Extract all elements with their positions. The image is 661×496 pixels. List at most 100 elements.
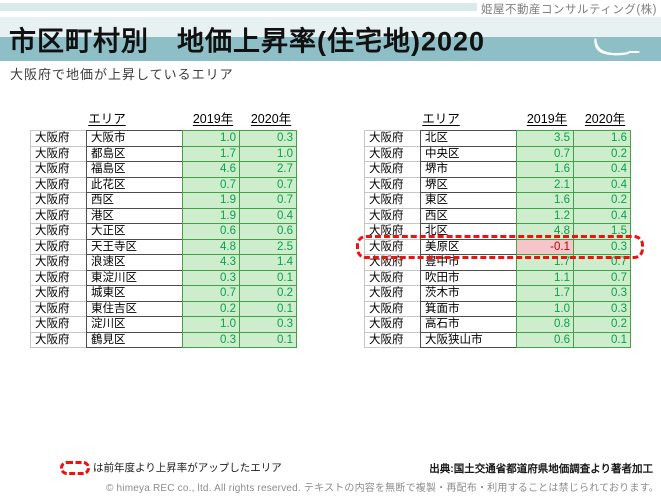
prefecture-cell: 大阪府 (30, 316, 87, 333)
table-row: 大阪府 淀川区 1.0 0.3 (30, 316, 300, 333)
value-2020-cell: 0.2 (239, 285, 297, 302)
prefecture-cell: 大阪府 (364, 161, 421, 178)
prefecture-cell: 大阪府 (364, 145, 421, 162)
source-note: 出典:国土交通省都道府県地価調査より著者加工 (429, 463, 653, 475)
value-2019-cell: 1.9 (182, 207, 240, 224)
table-row: 大阪府 高石市 0.8 0.2 (364, 316, 634, 333)
municipality-cell: 大阪市 (86, 130, 183, 147)
municipality-cell: 天王寺区 (86, 238, 183, 255)
value-2020-cell: 1.5 (573, 223, 631, 240)
value-2020-cell: 0.3 (573, 285, 631, 302)
table-right: エリア 2019年 2020年 大阪府 北区 3.5 1.6 大阪府 中央区 0.7 0.2 大… (356, 108, 644, 348)
prefecture-cell: 大阪府 (364, 254, 421, 271)
table-row: 大阪府 吹田市 1.1 0.7 (364, 269, 634, 286)
prefecture-cell: 大阪府 (30, 285, 87, 302)
table-row: 大阪府 西区 1.2 0.4 (364, 207, 634, 224)
prefecture-cell: 大阪府 (364, 238, 421, 255)
title-banner: 市区町村別 地価上昇率(住宅地)2020 (0, 17, 661, 61)
prefecture-cell: 大阪府 (30, 161, 87, 178)
value-2020-cell: 0.3 (239, 316, 297, 333)
municipality-cell: 大正区 (86, 223, 183, 240)
table-row: 大阪府 豊中市 1.7 0.7 (364, 254, 634, 271)
table-left-body: 大阪府 大阪市 1.0 0.3 大阪府 都島区 1.7 1.0 大阪府 福島区 4.6 2.7 大阪府此… (30, 130, 300, 348)
value-2019-cell: 0.7 (182, 176, 240, 193)
value-2019-cell: 0.7 (516, 145, 574, 162)
value-2019-cell: 4.8 (182, 238, 240, 255)
value-2019-cell: 1.0 (516, 300, 574, 317)
prefecture-cell: 大阪府 (364, 176, 421, 193)
municipality-cell: 淀川区 (86, 316, 183, 333)
value-2020-cell: 0.4 (239, 207, 297, 224)
prefecture-cell: 大阪府 (364, 223, 421, 240)
value-2019-cell: 1.0 (182, 130, 240, 147)
municipality-cell: 北区 (420, 130, 517, 147)
municipality-cell: 都島区 (86, 145, 183, 162)
header-2019: 2019年 (192, 112, 234, 126)
company-name: 姫屋不動産コンサルティング(株) (481, 4, 657, 16)
municipality-cell: 大阪狭山市 (420, 331, 517, 348)
value-2019-cell: 0.6 (182, 223, 240, 240)
prefecture-cell: 大阪府 (30, 300, 87, 317)
value-2019-cell: 1.6 (516, 192, 574, 209)
prefecture-cell: 大阪府 (30, 223, 87, 240)
header-2020: 2020年 (250, 112, 292, 126)
value-2020-cell: 0.1 (239, 269, 297, 286)
prefecture-cell: 大阪府 (30, 254, 87, 271)
value-2019-cell: 1.2 (516, 207, 574, 224)
table-row: 大阪府 北区 4.8 1.5 (364, 223, 634, 240)
table-left-header: エリア 2019年 2020年 (30, 108, 300, 130)
value-2020-cell: 0.7 (239, 176, 297, 193)
value-2020-cell: 2.5 (239, 238, 297, 255)
table-row: 大阪府 中央区 0.7 0.2 (364, 145, 634, 162)
value-2020-cell: 0.6 (239, 223, 297, 240)
value-2019-cell: 3.5 (516, 130, 574, 147)
value-2019-cell: 4.8 (516, 223, 574, 240)
municipality-cell: 茨木市 (420, 285, 517, 302)
value-2020-cell: 0.4 (573, 207, 631, 224)
table-row: 大阪府 天王寺区 4.8 2.5 (30, 238, 300, 255)
municipality-cell: 堺市 (420, 161, 517, 178)
banner-light-band (0, 17, 661, 37)
table-row: 大阪府 東住吉区 0.2 0.1 (30, 300, 300, 317)
table-row: 大阪府 堺市 1.6 0.4 (364, 161, 634, 178)
municipality-cell: 福島区 (86, 161, 183, 178)
table-right-header: エリア 2019年 2020年 (364, 108, 634, 130)
table-row: 大阪府 堺区 2.1 0.4 (364, 176, 634, 193)
value-2020-cell: 0.2 (573, 316, 631, 333)
prefecture-cell: 大阪府 (30, 192, 87, 209)
table-row: 大阪府 此花区 0.7 0.7 (30, 176, 300, 193)
decorative-top-strip (0, 3, 477, 11)
value-2020-cell: 1.4 (239, 254, 297, 271)
value-2020-cell: 0.3 (573, 238, 631, 255)
prefecture-cell: 大阪府 (364, 285, 421, 302)
value-2020-cell: 1.0 (239, 145, 297, 162)
red-dashed-highlight-icon (60, 460, 90, 475)
page-subtitle: 大阪府で地価が上昇しているエリア (10, 67, 234, 82)
boat-icon (594, 38, 640, 56)
table-row: 大阪府 港区 1.9 0.4 (30, 207, 300, 224)
value-2019-cell: 0.6 (516, 331, 574, 348)
prefecture-cell: 大阪府 (364, 331, 421, 348)
value-2019-cell: 4.3 (182, 254, 240, 271)
prefecture-cell: 大阪府 (364, 300, 421, 317)
table-row: 大阪府 西区 1.9 0.7 (30, 192, 300, 209)
municipality-cell: 浪速区 (86, 254, 183, 271)
value-2020-cell: 0.7 (573, 254, 631, 271)
municipality-cell: 西区 (420, 207, 517, 224)
table-row: 大阪府 大阪市 1.0 0.3 (30, 130, 300, 147)
value-2019-cell: 1.1 (516, 269, 574, 286)
municipality-cell: 東淀川区 (86, 269, 183, 286)
value-2019-cell: 0.2 (182, 300, 240, 317)
prefecture-cell: 大阪府 (364, 207, 421, 224)
value-2020-cell: 0.1 (239, 331, 297, 348)
page-title: 市区町村別 地価上昇率(住宅地)2020 (9, 26, 486, 57)
prefecture-cell: 大阪府 (364, 269, 421, 286)
prefecture-cell: 大阪府 (30, 207, 87, 224)
municipality-cell: 城東区 (86, 285, 183, 302)
value-2020-cell: 0.3 (573, 300, 631, 317)
value-2020-cell: 0.7 (239, 192, 297, 209)
prefecture-cell: 大阪府 (30, 331, 87, 348)
prefecture-cell: 大阪府 (30, 130, 87, 147)
prefecture-cell: 大阪府 (364, 316, 421, 333)
header-2019: 2019年 (526, 112, 568, 126)
